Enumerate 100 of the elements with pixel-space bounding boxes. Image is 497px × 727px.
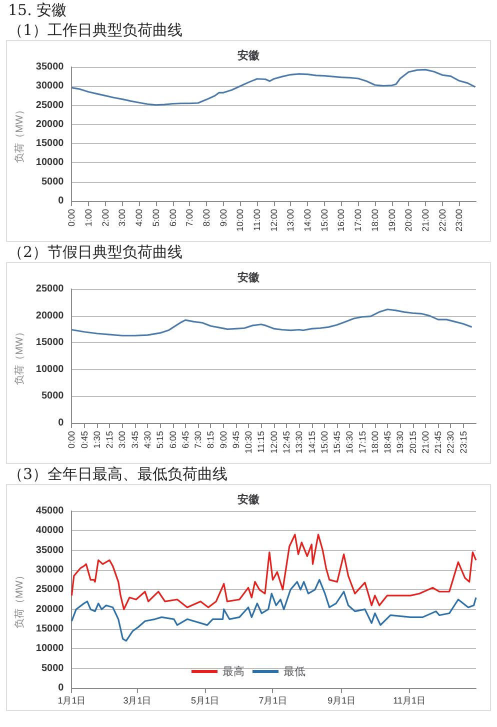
x-tick-label: 9:00 (218, 209, 228, 227)
y-tick-label: 5000 (41, 662, 64, 674)
y-tick-label: 20000 (36, 604, 64, 615)
y-axis-title: 负荷（MW） (14, 105, 26, 163)
y-tick-label: 15000 (36, 337, 64, 348)
x-tick-label: 12:45 (281, 431, 292, 454)
x-tick-label: 8:00 (201, 209, 212, 227)
x-tick-label: 6:45 (180, 431, 190, 449)
x-tick-label: 16:30 (344, 431, 355, 454)
x-tick-label: 21:00 (420, 431, 430, 454)
x-tick-label: 20:00 (404, 209, 414, 232)
x-tick-label: 4:30 (142, 431, 153, 449)
legend-label: 最低 (284, 665, 306, 678)
x-tick-label: 15:00 (319, 431, 330, 454)
line-series (70, 534, 477, 610)
y-tick-label: 45000 (36, 506, 64, 516)
x-tick-label: 17:00 (353, 209, 364, 232)
y-tick-label: 25000 (36, 584, 64, 596)
chart-subtitle: （2）节假日典型负荷曲线 (7, 242, 184, 262)
chart-subtitle: （1）工作日典型负荷曲线 (7, 20, 184, 40)
y-tick-label: 10000 (36, 157, 64, 168)
x-tick-label: 13:00 (286, 209, 296, 232)
text: 15. 安徽 (7, 0, 68, 20)
x-tick-label: 21:45 (433, 431, 444, 454)
x-tick-label: 6:00 (168, 431, 178, 449)
x-tick-label: 9:00 (218, 431, 228, 449)
chart-title: 安徽 (238, 49, 260, 62)
x-tick-label: 21:00 (420, 209, 430, 232)
x-tick-label: 18:00 (370, 431, 380, 454)
x-tick-label: 15:45 (332, 431, 342, 454)
y-tick-label: 20000 (36, 118, 64, 130)
line-series (70, 579, 477, 642)
x-tick-label: 5:15 (155, 431, 166, 449)
x-tick-label: 22:00 (437, 209, 448, 232)
y-tick-label: 0 (58, 196, 64, 206)
x-tick-label: 12:00 (268, 209, 279, 232)
x-tick-label: 1:00 (84, 209, 94, 227)
y-tick-label: 10000 (36, 364, 64, 375)
x-tick-label: 0:00 (66, 209, 77, 227)
x-tick-label: 1:30 (92, 431, 102, 449)
x-tick-label: 7:00 (184, 209, 195, 227)
x-tick-label: 18:00 (370, 209, 380, 232)
x-tick-label: 19:00 (386, 209, 397, 232)
x-tick-label: 0:00 (66, 431, 77, 449)
x-tick-label: 5月1日 (190, 696, 219, 706)
y-tick-label: 0 (58, 682, 64, 694)
x-tick-label: 9月1日 (328, 696, 356, 706)
line-series (70, 68, 476, 106)
x-tick-label: 17:15 (357, 431, 368, 454)
x-tick-label: 13:30 (294, 431, 304, 454)
chart-title: 安徽 (238, 493, 260, 506)
line-series (70, 308, 473, 336)
x-tick-label: 14:00 (302, 209, 313, 232)
x-tick-label: 11:00 (252, 209, 262, 231)
x-tick-label: 14:15 (306, 431, 317, 454)
x-tick-label: 1月1日 (58, 696, 86, 706)
x-tick-label: 19:30 (395, 431, 406, 454)
y-tick-label: 0 (58, 418, 64, 428)
chart-title: 安徽 (238, 271, 260, 284)
x-tick-label: 2:00 (100, 209, 110, 227)
chart-subtitle: （3）全年日最高、最低负荷曲线 (7, 464, 229, 484)
y-tick-label: 20000 (36, 310, 64, 322)
y-tick-label: 5000 (41, 390, 64, 402)
x-tick-label: 11:15 (256, 431, 266, 453)
x-tick-label: 11月1日 (393, 696, 426, 706)
y-axis-title: 负荷（MW） (14, 327, 26, 385)
x-tick-label: 5:00 (150, 209, 161, 227)
x-tick-label: 3月1日 (123, 696, 152, 706)
x-tick-label: 22:30 (446, 431, 456, 454)
x-tick-label: 10:30 (244, 431, 254, 454)
x-tick-label: 12:00 (268, 431, 279, 454)
y-tick-label: 30000 (36, 80, 64, 92)
y-tick-label: 35000 (36, 544, 64, 556)
y-tick-label: 5000 (41, 176, 64, 188)
y-axis-title: 负荷（MW） (14, 570, 26, 628)
x-tick-label: 15:00 (319, 209, 330, 232)
x-tick-label: 2:15 (104, 431, 115, 449)
y-tick-label: 15000 (36, 138, 64, 150)
y-tick-label: 15000 (36, 624, 64, 634)
x-tick-label: 20:15 (408, 431, 418, 454)
x-tick-label: 23:15 (458, 431, 468, 454)
y-tick-label: 10000 (36, 643, 64, 654)
x-tick-label: 6:00 (168, 209, 178, 227)
y-tick-label: 25000 (36, 100, 64, 111)
x-tick-label: 3:45 (130, 431, 140, 449)
y-tick-label: 25000 (36, 284, 64, 294)
legend-label: 最高 (222, 665, 244, 678)
y-tick-label: 30000 (36, 564, 64, 576)
x-tick-label: 16:00 (336, 209, 346, 232)
x-tick-label: 0:45 (79, 431, 90, 449)
x-tick-label: 23:00 (454, 209, 464, 232)
x-tick-label: 3:00 (117, 209, 128, 227)
x-tick-label: 18:45 (382, 431, 393, 454)
x-tick-label: 3:00 (117, 431, 128, 449)
x-tick-label: 10:00 (235, 209, 246, 232)
y-tick-label: 35000 (36, 62, 64, 72)
x-tick-label: 7:30 (193, 431, 204, 449)
x-tick-label: 4:00 (134, 209, 144, 227)
x-tick-label: 8:15 (206, 431, 216, 449)
x-tick-label: 7月1日 (258, 696, 287, 706)
